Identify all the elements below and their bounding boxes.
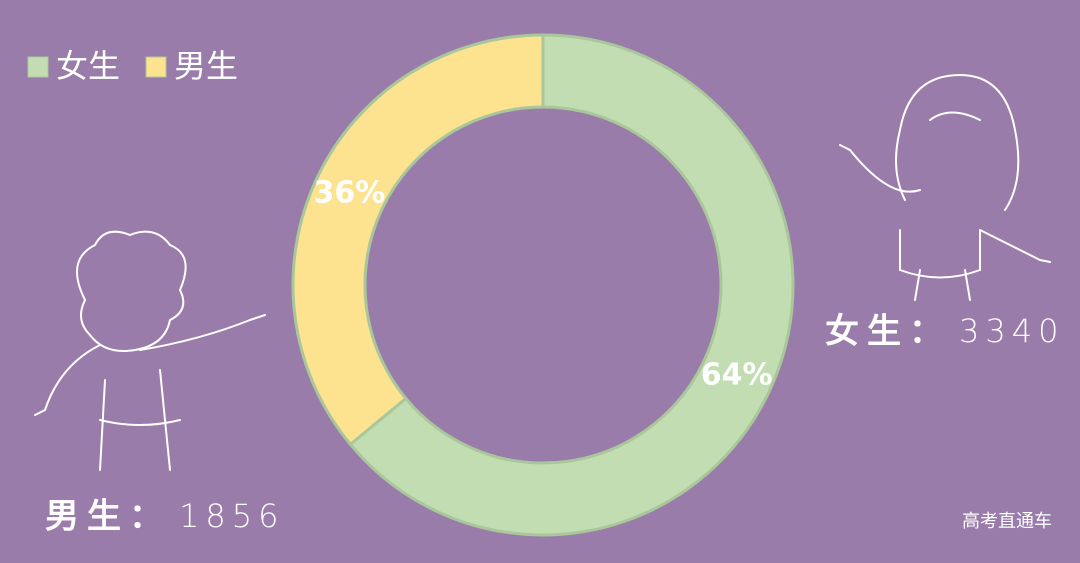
value-label: 36% xyxy=(313,175,385,210)
annotation-count: 3340 xyxy=(959,312,1064,350)
annotation-label: 男生： xyxy=(45,497,171,537)
value-label: 64% xyxy=(701,358,773,393)
legend-swatch xyxy=(145,56,167,78)
boy-sketch xyxy=(34,230,266,471)
legend-label: 男生 xyxy=(174,47,238,85)
legend-label: 女生 xyxy=(56,47,120,85)
annotation-count: 1856 xyxy=(179,497,284,535)
source: 高考直通车 xyxy=(962,511,1052,532)
donut-segment xyxy=(348,33,795,537)
legend-swatch xyxy=(27,56,49,78)
annotation-label: 女生： xyxy=(825,312,951,352)
donut-segment xyxy=(291,33,545,447)
girl-sketch xyxy=(839,73,1051,301)
